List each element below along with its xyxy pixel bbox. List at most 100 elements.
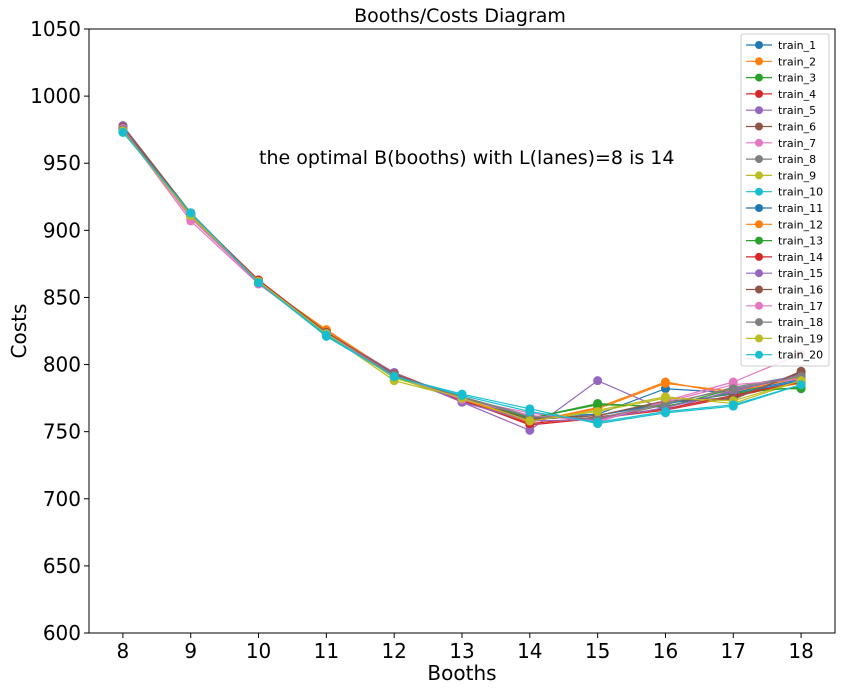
y-tick-label: 650 xyxy=(43,554,81,578)
data-point xyxy=(254,278,264,288)
y-tick-label: 1000 xyxy=(30,84,81,108)
series-line xyxy=(122,131,802,425)
legend-item: train_5 xyxy=(746,104,816,117)
series-line xyxy=(122,130,802,419)
legend-item: train_18 xyxy=(746,316,823,329)
legend-label: train_19 xyxy=(778,332,823,345)
series-line xyxy=(122,127,802,425)
series-line xyxy=(122,127,802,421)
data-point xyxy=(593,400,603,410)
x-tick-label: 12 xyxy=(381,639,406,663)
y-tick-label: 800 xyxy=(43,353,81,377)
plot-lines xyxy=(118,121,806,435)
legend-label: train_8 xyxy=(778,153,816,166)
legend-item: train_9 xyxy=(746,169,816,182)
legend-marker xyxy=(755,236,763,245)
data-point xyxy=(728,400,738,410)
series-train_14 xyxy=(118,123,806,429)
legend-item: train_4 xyxy=(746,88,816,101)
legend-label: train_18 xyxy=(778,316,823,329)
data-point xyxy=(593,376,603,386)
legend-item: train_11 xyxy=(746,202,823,215)
data-point xyxy=(728,384,738,394)
series-line xyxy=(122,125,802,419)
legend-marker xyxy=(755,57,763,66)
chart-title: Booths/Costs Diagram xyxy=(354,5,566,27)
series-train_3 xyxy=(118,126,806,423)
data-point xyxy=(593,417,603,427)
x-tick-label: 16 xyxy=(653,639,678,663)
data-point xyxy=(660,378,670,388)
legend: train_1 train_2 train_3 train_4 train_5train… xyxy=(740,33,830,367)
data-point xyxy=(525,407,535,417)
series-train_9 xyxy=(118,126,806,426)
series-line xyxy=(122,127,802,432)
data-point xyxy=(457,390,467,400)
data-point xyxy=(525,425,535,435)
legend-frame xyxy=(740,33,830,367)
legend-label: train_14 xyxy=(778,251,823,264)
legend-label: train_6 xyxy=(778,121,816,134)
legend-item: train_20 xyxy=(746,349,823,362)
legend-item: train_10 xyxy=(746,186,823,199)
legend-marker xyxy=(755,220,763,229)
series-line xyxy=(122,130,802,422)
series-train_12 xyxy=(118,125,806,426)
series-line xyxy=(122,126,802,421)
series-train_2 xyxy=(118,125,806,427)
legend-item: train_14 xyxy=(746,251,823,264)
series-line xyxy=(122,127,802,422)
y-tick-label: 900 xyxy=(43,218,81,242)
x-tick-label: 18 xyxy=(788,639,813,663)
series-line xyxy=(122,130,802,422)
legend-label: train_1 xyxy=(778,39,816,52)
y-tick-label: 750 xyxy=(43,420,81,444)
legend-item: train_17 xyxy=(746,300,823,313)
series-train_20 xyxy=(118,127,806,427)
series-line xyxy=(122,131,802,423)
x-tick-label: 9 xyxy=(184,639,197,663)
legend-marker xyxy=(755,285,763,294)
data-point xyxy=(186,208,196,218)
legend-marker xyxy=(755,106,763,115)
series-train_19 xyxy=(118,126,806,426)
x-tick-label: 17 xyxy=(721,639,746,663)
x-tick-label: 10 xyxy=(246,639,271,663)
x-tick-label: 13 xyxy=(449,639,474,663)
series-line xyxy=(122,129,802,422)
legend-item: train_3 xyxy=(746,72,816,85)
legend-label: train_2 xyxy=(778,55,816,68)
series-train_17 xyxy=(118,123,806,426)
chart-annotation: the optimal B(booths) with L(lanes)=8 is… xyxy=(259,147,674,169)
legend-marker xyxy=(755,155,763,164)
legend-label: train_15 xyxy=(778,267,823,280)
x-tick-label: 8 xyxy=(117,639,130,663)
legend-marker xyxy=(755,204,763,212)
legend-label: train_11 xyxy=(778,202,823,215)
y-tick-label: 1050 xyxy=(30,17,81,41)
legend-label: train_16 xyxy=(778,284,823,297)
y-tick-label: 850 xyxy=(43,285,81,309)
legend-marker xyxy=(755,171,763,180)
legend-item: train_15 xyxy=(746,267,823,280)
legend-label: train_4 xyxy=(778,88,816,101)
series-line xyxy=(122,129,802,423)
series-line xyxy=(122,126,802,419)
legend-label: train_20 xyxy=(778,349,823,362)
x-tick-label: 15 xyxy=(585,639,610,663)
data-point xyxy=(796,380,806,390)
y-axis-ticks: 600 650 700 750 800 850 900 950 1000 1050 xyxy=(30,17,89,645)
legend-marker xyxy=(755,269,763,278)
legend-item: train_6 xyxy=(746,121,816,134)
legend-item: train_8 xyxy=(746,153,816,166)
x-axis-ticks: 8 9 10 11 12 13 14 15 16 17 18 xyxy=(117,633,814,663)
legend-item: train_7 xyxy=(746,137,816,150)
legend-marker xyxy=(755,350,763,359)
legend-marker xyxy=(755,41,763,49)
legend-label: train_17 xyxy=(778,300,823,313)
y-axis-label: Costs xyxy=(7,304,31,359)
legend-marker xyxy=(755,138,763,147)
data-point xyxy=(525,416,535,426)
legend-label: train_13 xyxy=(778,235,823,248)
data-point xyxy=(321,330,331,340)
